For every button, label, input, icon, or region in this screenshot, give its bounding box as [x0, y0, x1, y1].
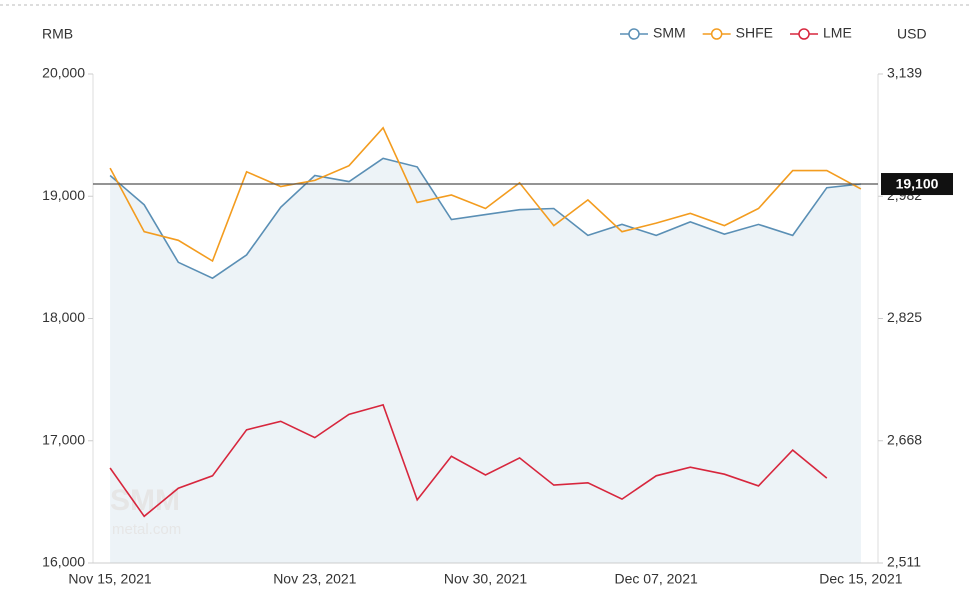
y-tick-label: 16,000: [42, 554, 85, 570]
plot-background: [110, 158, 861, 563]
y-tick-label: 20,000: [42, 65, 85, 81]
x-tick-label: Nov 15, 2021: [68, 571, 151, 587]
y2-tick-label: 2,511: [887, 554, 921, 570]
y-axis-label: RMB: [42, 26, 73, 42]
legend-marker: [710, 28, 723, 40]
x-tick-label: Nov 23, 2021: [273, 571, 356, 587]
y-tick-label: 19,000: [42, 187, 85, 203]
x-tick-label: Dec 15, 2021: [819, 571, 902, 587]
x-tick-label: Nov 30, 2021: [444, 571, 527, 587]
legend-marker: [798, 28, 810, 40]
x-tick-label: Dec 07, 2021: [615, 571, 698, 587]
reference-label-box: [881, 173, 953, 196]
legend-label: LME: [823, 25, 852, 41]
y2-tick-label: 2,825: [887, 309, 922, 325]
y2-tick-label: 2,668: [887, 431, 922, 447]
series-line: [109, 157, 861, 280]
watermark: SMM: [110, 484, 180, 517]
y-tick-label: 17,000: [42, 431, 85, 447]
area: [110, 158, 861, 563]
series-line: [109, 126, 862, 263]
y-tick-label: 18,000: [42, 309, 85, 325]
legend-label: SHFE: [736, 25, 773, 41]
legend-marker: [628, 28, 640, 40]
y2-axis-label: USD: [897, 26, 927, 42]
series-line: [109, 403, 828, 518]
legend-label: SMM: [653, 25, 686, 41]
watermark: metal.com: [112, 521, 181, 538]
y2-tick-label: 3,139: [887, 65, 922, 81]
reference-label: 19,100: [896, 176, 939, 192]
